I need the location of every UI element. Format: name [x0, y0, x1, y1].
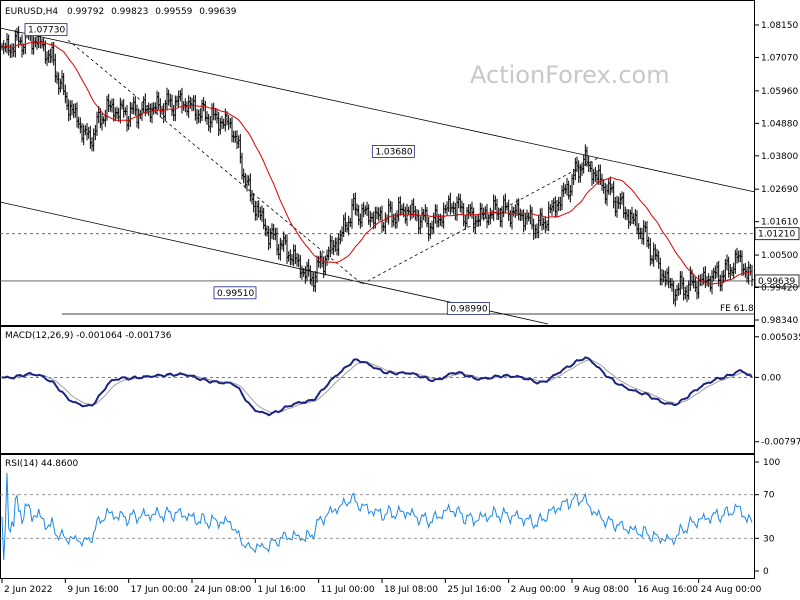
price-annotation: 0.99510	[213, 286, 257, 300]
time-tick-label: 24 Jun 08:00	[194, 585, 251, 595]
projection-line-1	[67, 39, 363, 285]
macd-title: MACD(12,26,9) -0.001064 -0.001736	[5, 331, 172, 341]
annotation-label: 1.03680	[375, 147, 412, 157]
price-tick-label: 1.03800	[761, 152, 798, 162]
price-tick-label: 1.02690	[761, 185, 798, 195]
rsi-tick-label: 30	[763, 534, 775, 544]
price-pane	[0, 0, 755, 326]
time-tick-label: 18 Jul 08:00	[384, 585, 438, 595]
time-tick-label: 2 Jun 2022	[4, 585, 52, 595]
time-tick-label: 16 Aug 16:00	[637, 585, 698, 595]
time-tick-label: 17 Jun 00:00	[131, 585, 188, 595]
price-tick-label: 1.05960	[761, 87, 798, 97]
price-tick-label: 1.00500	[761, 251, 798, 261]
ohlc-bars	[0, 25, 754, 307]
price-annotation: 1.03680	[371, 145, 415, 158]
price-tick-label: 1.07070	[761, 53, 798, 63]
price-header: EURUSD,H4 0.99792 0.99823 0.99559 0.9963…	[5, 7, 237, 17]
price-tick-label: 0.98340	[761, 316, 798, 326]
price-levels: 1.01210 0.99639	[0, 227, 800, 288]
time-tick-label: 11 Jul 00:00	[321, 585, 375, 595]
price-tag-box	[754, 227, 800, 241]
watermark: ActionForex.com	[470, 61, 670, 89]
price-tick-label: 1.08150	[761, 21, 798, 31]
rsi-title: RSI(14) 44.8600	[5, 459, 78, 469]
symbol-timeframe: EURUSD,H4	[5, 7, 58, 17]
rsi-axis: 100 70 30 0	[755, 458, 780, 577]
macd-tick-label: -0.007973	[761, 438, 800, 448]
time-axis: 2 Jun 2022 9 Jun 16:00 17 Jun 00:00 24 Jun …	[1, 579, 762, 595]
annotation-label: 0.99510	[217, 289, 254, 299]
open-value: 0.99792	[67, 7, 104, 17]
fib-label: FE 61.8	[720, 304, 754, 314]
price-tick-label: 1.01610	[761, 218, 798, 228]
price-tag-label: 0.99639	[758, 277, 795, 287]
price-annotation: 1.07730	[24, 23, 68, 37]
price-tick-label: 1.04880	[761, 119, 798, 129]
macd-tick-label: 0.005035	[761, 333, 800, 343]
upper-channel-line	[0, 27, 756, 193]
rsi-tick-label: 70	[763, 491, 775, 501]
rsi-tick-label: 100	[763, 458, 780, 468]
price-axis: 1.08150 1.07070 1.05960 1.04880 1.03800 1.026…	[755, 21, 798, 326]
time-tick-label: 9 Jun 16:00	[67, 585, 119, 595]
annotation-label: 1.07730	[28, 26, 65, 36]
macd-axis: 0.005035 0.00 -0.007973	[755, 333, 800, 448]
rsi-line	[1, 472, 753, 561]
annotation-label: 0.98990	[450, 304, 487, 314]
time-tick-label: 1 Jul 16:00	[257, 585, 306, 595]
price-tag-box	[754, 274, 800, 288]
high-value: 0.99823	[111, 7, 148, 17]
rsi-tick-label: 0	[763, 567, 769, 577]
moving-average-line	[1, 41, 752, 285]
macd-pane	[0, 326, 755, 454]
price-annotation: 0.98990	[446, 302, 490, 315]
macd-main-line	[1, 356, 753, 417]
close-value: 0.99639	[199, 7, 236, 17]
macd-tick-label: 0.00	[761, 373, 781, 383]
time-tick-label: 9 Aug 08:00	[574, 585, 629, 595]
time-tick-label: 24 Aug 00:00	[701, 585, 762, 595]
price-tick-label: 0.99420	[761, 284, 798, 294]
price-tag-label: 1.01210	[758, 230, 795, 240]
low-value: 0.99559	[155, 7, 192, 17]
time-tick-label: 25 Jul 16:00	[447, 585, 501, 595]
price-annotations: 1.07730 0.99510 1.03680 0.98990	[24, 23, 490, 315]
rsi-pane	[0, 454, 755, 579]
time-tick-label: 2 Aug 00:00	[511, 585, 566, 595]
